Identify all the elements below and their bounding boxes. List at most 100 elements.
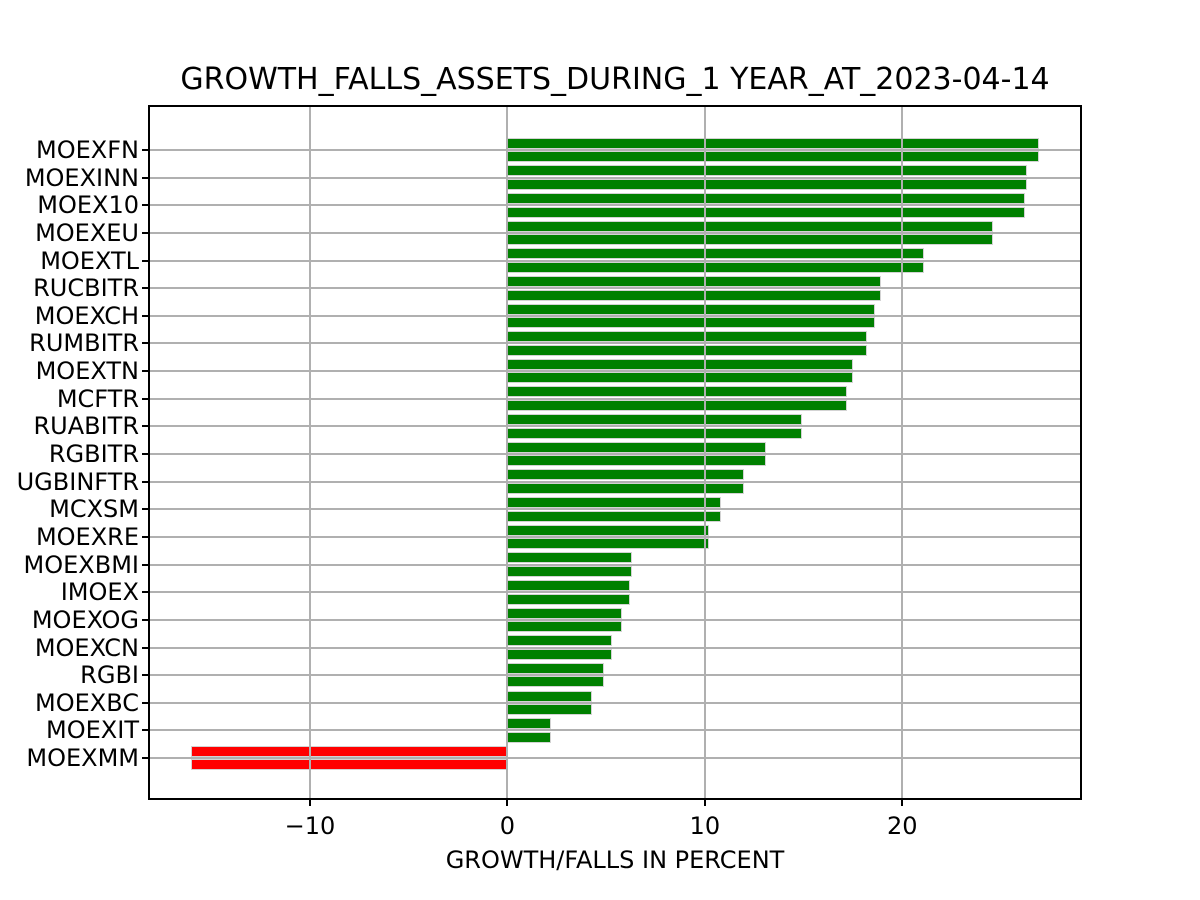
- h-gridline: [150, 176, 1080, 179]
- y-tick-MOEXIT: [142, 729, 150, 732]
- y-tick-label-MOEXCH: MOEXCH: [34, 301, 139, 330]
- bar-MOEXBMI-lower: [507, 565, 632, 577]
- y-tick-label-MOEXINN: MOEXINN: [24, 163, 139, 192]
- h-gridline: [150, 674, 1080, 677]
- y-tick-MOEXINN: [142, 176, 150, 179]
- y-tick-MOEXMM: [142, 757, 150, 760]
- bar-MOEXTN-upper: [507, 358, 853, 370]
- bar-MOEXBC-lower: [507, 704, 593, 716]
- h-gridline: [150, 231, 1080, 234]
- bar-RUMBITR-upper: [507, 331, 867, 343]
- h-gridline: [150, 480, 1080, 483]
- h-gridline: [150, 646, 1080, 649]
- y-tick-label-MOEXBMI: MOEXBMI: [23, 550, 139, 579]
- y-tick-label-MOEXTN: MOEXTN: [35, 357, 139, 386]
- h-gridline: [150, 535, 1080, 538]
- bar-IMOEX-lower: [507, 593, 630, 605]
- y-tick-label-MOEXRE: MOEXRE: [35, 522, 139, 551]
- bar-RGBITR-lower: [507, 455, 767, 467]
- y-tick-label-MCXSM: MCXSM: [49, 495, 139, 524]
- y-tick-RUABITR: [142, 425, 150, 428]
- h-gridline: [150, 563, 1080, 566]
- chart-title: GROWTH_FALLS_ASSETS_DURING_1 YEAR_AT_202…: [180, 62, 1050, 97]
- x-tick-0: [506, 798, 509, 806]
- x-tick-label-10: 10: [689, 812, 721, 840]
- bar-RUABITR-lower: [507, 427, 802, 439]
- bar-MOEXEU-upper: [507, 220, 994, 232]
- bar-RUCBITR-upper: [507, 275, 881, 287]
- y-tick-MCXSM: [142, 508, 150, 511]
- h-gridline: [150, 259, 1080, 262]
- bar-UGBINFTR-lower: [507, 482, 745, 494]
- h-gridline: [150, 342, 1080, 345]
- x-axis-label: GROWTH/FALLS IN PERCENT: [445, 846, 785, 874]
- y-tick-label-MOEXTL: MOEXTL: [40, 246, 139, 275]
- y-tick-label-MOEXFN: MOEXFN: [36, 136, 139, 164]
- y-tick-MOEXTN: [142, 370, 150, 373]
- bar-MOEXINN-lower: [507, 178, 1027, 190]
- y-tick-RGBI: [142, 674, 150, 677]
- bar-RGBI-lower: [507, 676, 605, 688]
- bar-MOEXMM-upper: [191, 745, 508, 757]
- bar-MOEXCH-lower: [507, 317, 875, 329]
- y-tick-IMOEX: [142, 591, 150, 594]
- y-tick-label-RUCBITR: RUCBITR: [33, 274, 139, 303]
- y-tick-MOEX10: [142, 204, 150, 207]
- bar-MOEXIT-upper: [507, 718, 551, 730]
- bar-RGBITR-upper: [507, 441, 767, 453]
- plot-area: [148, 105, 1082, 800]
- bar-MOEXFN-upper: [507, 137, 1039, 149]
- y-tick-label-IMOEX: IMOEX: [60, 578, 139, 607]
- h-gridline: [150, 757, 1080, 760]
- h-gridline: [150, 618, 1080, 621]
- y-tick-MOEXOG: [142, 618, 150, 621]
- x-tick-label--10: −10: [284, 812, 336, 840]
- bar-RUABITR-upper: [507, 414, 802, 426]
- bar-MOEXCN-lower: [507, 648, 613, 660]
- y-tick-label-RUMBITR: RUMBITR: [29, 329, 139, 358]
- y-tick-label-MOEXCN: MOEXCN: [34, 633, 139, 662]
- y-tick-label-MOEXMM: MOEXMM: [26, 744, 139, 773]
- y-tick-label-MOEXIT: MOEXIT: [46, 716, 139, 745]
- h-gridline: [150, 204, 1080, 207]
- bar-MOEXFN-lower: [507, 151, 1039, 163]
- v-gridline--10: [308, 107, 311, 798]
- h-gridline: [150, 453, 1080, 456]
- y-tick-label-MOEXOG: MOEXOG: [31, 605, 139, 634]
- y-tick-label-MCFTR: MCFTR: [56, 384, 139, 413]
- y-tick-RUMBITR: [142, 342, 150, 345]
- bar-IMOEX-upper: [507, 579, 630, 591]
- bar-MOEXEU-lower: [507, 234, 994, 246]
- y-tick-MOEXRE: [142, 535, 150, 538]
- bar-MOEXTL-upper: [507, 248, 924, 260]
- bar-MCXSM-upper: [507, 497, 721, 509]
- h-gridline: [150, 729, 1080, 732]
- y-tick-UGBINFTR: [142, 480, 150, 483]
- bar-MOEX10-upper: [507, 192, 1025, 204]
- y-tick-label-MOEXBC: MOEXBC: [34, 688, 139, 717]
- y-tick-MOEXBMI: [142, 563, 150, 566]
- h-gridline: [150, 287, 1080, 290]
- y-tick-MOEXFN: [142, 149, 150, 151]
- bar-RUMBITR-lower: [507, 344, 867, 356]
- v-gridline-20: [901, 107, 904, 798]
- v-gridline-10: [703, 107, 706, 798]
- bar-MOEXOG-lower: [507, 621, 622, 633]
- bar-UGBINFTR-upper: [507, 469, 745, 481]
- x-tick-20: [901, 798, 904, 806]
- y-tick-label-UGBINFTR: UGBINFTR: [16, 467, 139, 496]
- bar-RGBI-upper: [507, 662, 605, 674]
- bar-MOEX10-lower: [507, 206, 1025, 218]
- y-tick-MCFTR: [142, 397, 150, 400]
- x-tick-label-0: 0: [499, 812, 516, 840]
- bar-MOEXBMI-upper: [507, 552, 632, 564]
- h-gridline: [150, 425, 1080, 428]
- x-tick-10: [703, 798, 706, 806]
- bar-MOEXOG-upper: [507, 607, 622, 619]
- y-tick-RUCBITR: [142, 287, 150, 290]
- bar-MOEXRE-lower: [507, 538, 709, 550]
- h-gridline: [150, 314, 1080, 317]
- y-tick-MOEXBC: [142, 701, 150, 704]
- x-tick--10: [308, 798, 311, 806]
